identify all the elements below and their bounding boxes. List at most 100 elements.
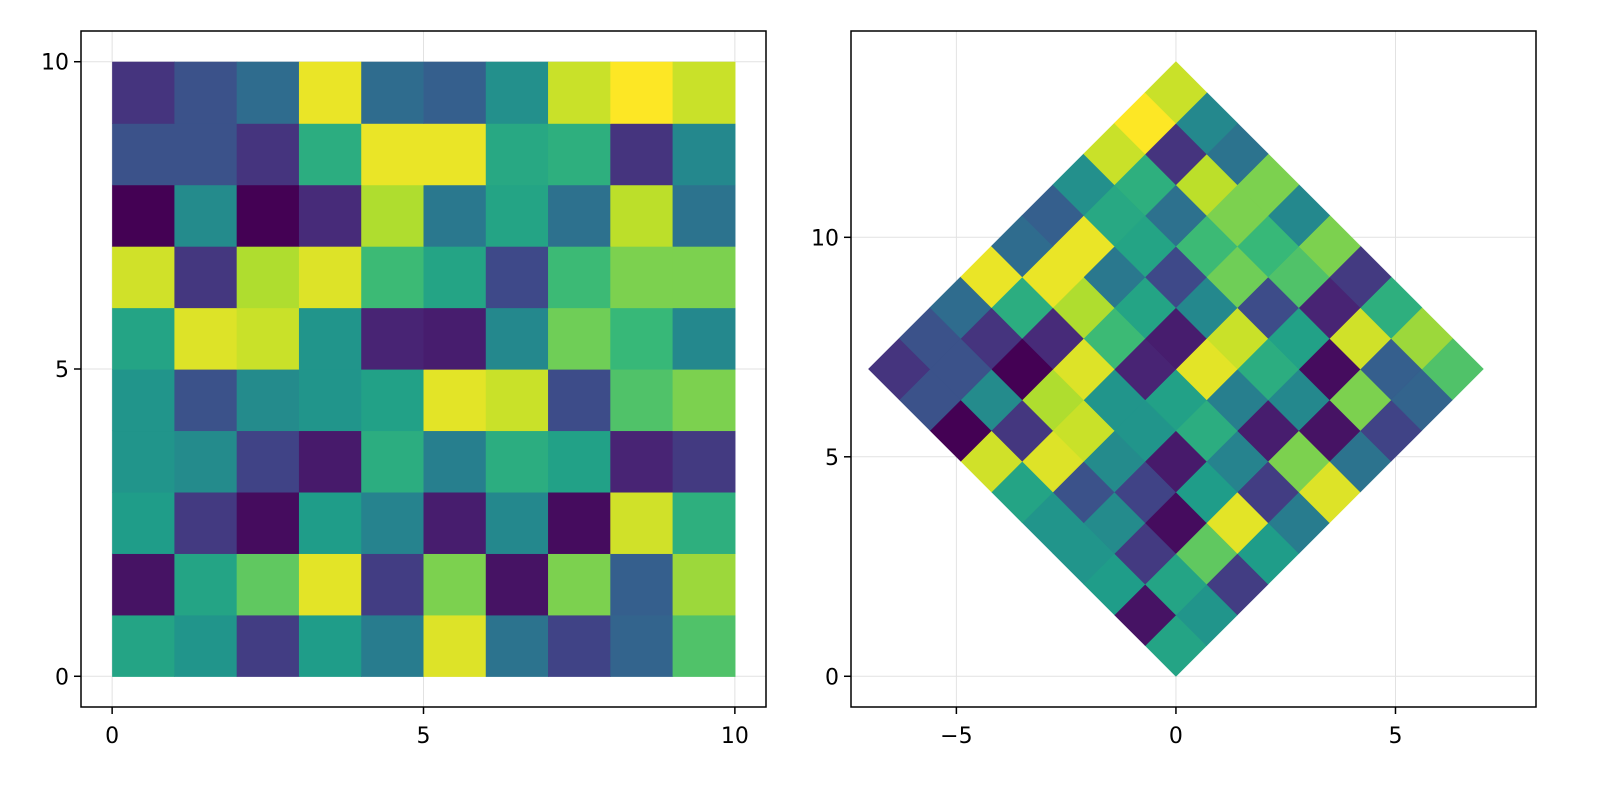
heatmap-cell xyxy=(361,123,425,186)
heatmap-cell xyxy=(361,553,425,616)
heatmap-cell xyxy=(485,246,549,309)
heatmap-cell xyxy=(236,491,300,554)
y-tick-label: 10 xyxy=(811,226,839,251)
heatmap-cell xyxy=(610,369,674,432)
y-tick-label: 5 xyxy=(825,446,839,471)
y-tick-label: 10 xyxy=(41,51,69,76)
heatmap-cell xyxy=(672,123,736,186)
heatmap-cell xyxy=(112,491,176,554)
heatmap-cell xyxy=(672,369,736,432)
heatmap-cell xyxy=(174,246,238,309)
heatmap-cell xyxy=(548,307,611,370)
heatmap-cell xyxy=(361,184,425,247)
heatmap-cell xyxy=(112,369,176,432)
heatmap-cell xyxy=(423,491,487,554)
heatmap-cell xyxy=(485,61,549,124)
heatmap-cell xyxy=(298,553,362,616)
heatmap-cell xyxy=(298,246,362,309)
heatmap-cell xyxy=(423,369,487,432)
heatmap-cell xyxy=(610,614,674,677)
heatmap-cell xyxy=(174,369,238,432)
axes-frame xyxy=(850,30,1537,708)
heatmap-cell xyxy=(672,553,736,616)
x-tick-label: 5 xyxy=(417,724,431,749)
heatmap-cell xyxy=(298,369,362,432)
heatmap-cell xyxy=(174,491,238,554)
heatmap-cell xyxy=(672,430,736,493)
right-rotated-heatmap-panel: −5 0 5 0 5 10 xyxy=(811,30,1537,749)
heatmap-cell xyxy=(610,307,674,370)
heatmap-cell xyxy=(610,553,674,616)
heatmap-cell xyxy=(548,553,611,616)
heatmap-cell xyxy=(361,491,425,554)
heatmap-cell xyxy=(423,184,487,247)
heatmap-cell xyxy=(174,123,238,186)
heatmap-cell xyxy=(112,430,176,493)
heatmap-cell xyxy=(236,61,300,124)
heatmap-cell xyxy=(236,307,300,370)
heatmap-cell xyxy=(112,614,176,677)
heatmap-cell xyxy=(610,491,674,554)
heatmap-cell xyxy=(610,430,674,493)
heatmap-cell xyxy=(361,430,425,493)
heatmap-cell xyxy=(298,430,362,493)
heatmap-cell xyxy=(236,553,300,616)
heatmap-cell xyxy=(298,184,362,247)
x-tick-label: 5 xyxy=(1388,724,1402,749)
heatmap-cell xyxy=(236,614,300,677)
heatmap-cell xyxy=(361,307,425,370)
heatmap-cell xyxy=(236,123,300,186)
heatmap-cell xyxy=(423,430,487,493)
heatmap-cell xyxy=(485,491,549,554)
left-heatmap-panel: 0 5 10 0 5 10 xyxy=(41,30,767,749)
heatmap-cell xyxy=(112,553,176,616)
heatmap-cell xyxy=(672,184,736,247)
heatmap-cell xyxy=(485,614,549,677)
heatmap-cell xyxy=(485,307,549,370)
heatmap-cell xyxy=(298,491,362,554)
heatmap-cell xyxy=(236,430,300,493)
heatmap-cell xyxy=(610,61,674,124)
heatmap-cell xyxy=(298,61,362,124)
heatmap-cell xyxy=(485,430,549,493)
heatmap-cell xyxy=(548,430,611,493)
y-tick-label: 0 xyxy=(825,665,839,690)
heatmap-cell xyxy=(361,369,425,432)
heatmap-cell xyxy=(298,614,362,677)
heatmap-cell xyxy=(174,614,238,677)
heatmap-cell xyxy=(485,369,549,432)
heatmap-cell xyxy=(236,184,300,247)
heatmap-cell xyxy=(548,491,611,554)
heatmap-cell xyxy=(610,123,674,186)
heatmap-cell xyxy=(423,246,487,309)
heatmap-cell xyxy=(361,246,425,309)
heatmap-cell xyxy=(298,307,362,370)
heatmap-cell xyxy=(423,307,487,370)
x-tick-label: −5 xyxy=(940,724,972,749)
heatmap-cell xyxy=(112,307,176,370)
heatmap-cell xyxy=(112,123,176,186)
heatmap-cell xyxy=(423,553,487,616)
heatmap-cell xyxy=(672,61,736,124)
heatmap-cell xyxy=(236,369,300,432)
heatmap-cell xyxy=(548,123,611,186)
heatmap-cell xyxy=(548,184,611,247)
heatmap-cell xyxy=(112,184,176,247)
heatmap-cell xyxy=(1144,61,1208,124)
heatmap-cell xyxy=(361,61,425,124)
heatmap-cell xyxy=(672,491,736,554)
x-tick-label: 0 xyxy=(105,724,119,749)
heatmap-cell xyxy=(485,123,549,186)
heatmap-cell xyxy=(423,61,487,124)
heatmap-cell xyxy=(548,614,611,677)
heatmap-cell xyxy=(112,246,176,309)
heatmap-cell xyxy=(174,553,238,616)
heatmap-cell xyxy=(672,246,736,309)
heatmap-cell xyxy=(174,61,238,124)
heatmap-cell xyxy=(298,123,362,186)
heatmap-cell xyxy=(423,614,487,677)
x-tick-label: 0 xyxy=(1169,724,1183,749)
heatmap-cell xyxy=(174,307,238,370)
x-tick-label: 10 xyxy=(721,724,749,749)
